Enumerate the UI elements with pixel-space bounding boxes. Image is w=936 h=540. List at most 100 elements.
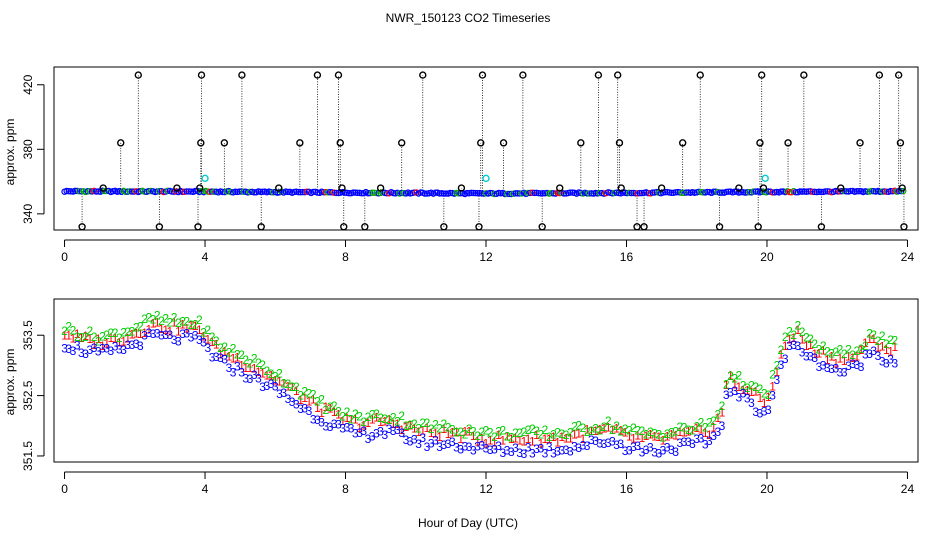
top-spike-lines bbox=[81, 75, 905, 227]
spike-point bbox=[594, 71, 603, 79]
spike-point bbox=[361, 223, 369, 231]
series-3-point: 3 bbox=[550, 446, 557, 460]
series-1-point: 1 bbox=[580, 432, 587, 446]
series-3-point: 3 bbox=[331, 417, 338, 431]
series-3-point: 3 bbox=[706, 434, 713, 448]
series-1-point: 1 bbox=[327, 402, 334, 416]
series-1-point: 1 bbox=[91, 338, 98, 352]
series-1-point: 1 bbox=[596, 423, 603, 437]
series-3-point: 3 bbox=[129, 338, 136, 352]
spike-point bbox=[257, 223, 265, 231]
series-2-point: 2 bbox=[875, 334, 882, 348]
spike-point bbox=[457, 184, 466, 192]
baseline-point bbox=[246, 188, 254, 196]
series-2-point: 2 bbox=[841, 347, 848, 361]
series-1-point: 1 bbox=[828, 349, 835, 363]
series-3-point: 3 bbox=[124, 338, 131, 352]
series-1-point: 1 bbox=[331, 405, 338, 419]
series-3-point: 3 bbox=[677, 436, 684, 450]
top-x-tick-label: 0 bbox=[61, 250, 68, 264]
series-3-point: 3 bbox=[255, 371, 262, 385]
series-3-point: 3 bbox=[179, 327, 186, 341]
series-1-point: 1 bbox=[559, 430, 566, 444]
series-1-point: 1 bbox=[677, 425, 684, 439]
series-3-point: 3 bbox=[141, 328, 148, 342]
series-3-point: 3 bbox=[875, 349, 882, 363]
series-3-point: 3 bbox=[394, 423, 401, 437]
series-1-point: 1 bbox=[546, 432, 553, 446]
series-1-point: 1 bbox=[263, 368, 270, 382]
series-2-point: 2 bbox=[651, 427, 658, 441]
baseline-point bbox=[350, 189, 357, 196]
baseline-point bbox=[718, 189, 726, 196]
series-2-point: 2 bbox=[866, 326, 873, 340]
series-3-point: 3 bbox=[318, 415, 325, 429]
series-2-point: 2 bbox=[428, 422, 435, 436]
series-1-point: 1 bbox=[744, 383, 751, 397]
series-1-point: 1 bbox=[542, 432, 549, 446]
series-3-point: 3 bbox=[145, 326, 152, 340]
series-3-point: 3 bbox=[689, 437, 696, 451]
series-2-point: 2 bbox=[133, 321, 140, 335]
series-2-point: 2 bbox=[272, 370, 279, 384]
series-2-point: 2 bbox=[323, 403, 330, 417]
baseline-point bbox=[354, 189, 361, 197]
series-1-point: 1 bbox=[605, 421, 612, 435]
series-3-point: 3 bbox=[529, 447, 536, 461]
baseline-point bbox=[843, 188, 850, 195]
series-3-point: 3 bbox=[761, 405, 768, 419]
series-2-point: 2 bbox=[870, 328, 877, 342]
series-1-point: 1 bbox=[386, 413, 393, 427]
series-1-point: 1 bbox=[293, 384, 300, 398]
series-2-point: 2 bbox=[226, 345, 233, 359]
series-2-point: 2 bbox=[331, 399, 338, 413]
series-3-point: 3 bbox=[765, 403, 772, 417]
series-1-point: 1 bbox=[702, 426, 709, 440]
series-1-point: 1 bbox=[807, 338, 814, 352]
series-2-point: 2 bbox=[344, 405, 351, 419]
series-2-point: 2 bbox=[86, 324, 93, 338]
spike-point bbox=[440, 223, 448, 231]
series-1-point: 1 bbox=[512, 431, 519, 445]
series-2-point: 2 bbox=[719, 399, 726, 413]
series-2-point: 2 bbox=[723, 378, 730, 392]
series-1-point: 1 bbox=[70, 331, 77, 345]
series-2-point: 2 bbox=[883, 337, 890, 351]
series-1-point: 1 bbox=[799, 332, 806, 346]
series-2-point: 2 bbox=[672, 424, 679, 438]
series-1-point: 1 bbox=[811, 347, 818, 361]
series-3-point: 3 bbox=[373, 427, 380, 441]
spike-point bbox=[756, 139, 764, 147]
series-3-point: 3 bbox=[866, 347, 873, 361]
baseline-point bbox=[432, 189, 439, 196]
series-3-point: 3 bbox=[137, 339, 144, 353]
series-2-point: 2 bbox=[618, 425, 625, 439]
series-2-point: 2 bbox=[145, 311, 152, 325]
series-3-point: 3 bbox=[112, 340, 119, 354]
series-1-point: 1 bbox=[183, 321, 190, 335]
series-2-point: 2 bbox=[108, 326, 115, 340]
series-2-point: 2 bbox=[95, 335, 102, 349]
series-1-point: 1 bbox=[516, 433, 523, 447]
series-2-point: 2 bbox=[293, 380, 300, 394]
bottom-x-tick-label: 20 bbox=[760, 482, 774, 496]
series-2-point: 2 bbox=[289, 380, 296, 394]
baseline-point bbox=[472, 189, 479, 197]
series-3-point: 3 bbox=[323, 419, 330, 433]
series-1-point: 1 bbox=[226, 349, 233, 363]
series-2-point: 2 bbox=[609, 423, 616, 437]
series-3-point: 3 bbox=[731, 384, 738, 398]
series-1-point: 1 bbox=[630, 431, 637, 445]
series-1-point: 1 bbox=[242, 361, 249, 375]
series-1-point: 1 bbox=[778, 347, 785, 361]
series-1-point: 1 bbox=[103, 336, 110, 350]
series-1-point: 1 bbox=[179, 317, 186, 331]
series-3-point: 3 bbox=[183, 326, 190, 340]
series-1-point: 1 bbox=[647, 428, 654, 442]
series-2-point: 2 bbox=[116, 331, 123, 345]
series-3-point: 3 bbox=[95, 344, 102, 358]
series-3-point: 3 bbox=[297, 402, 304, 416]
series-2-point: 2 bbox=[335, 405, 342, 419]
flagged-point bbox=[482, 174, 490, 183]
